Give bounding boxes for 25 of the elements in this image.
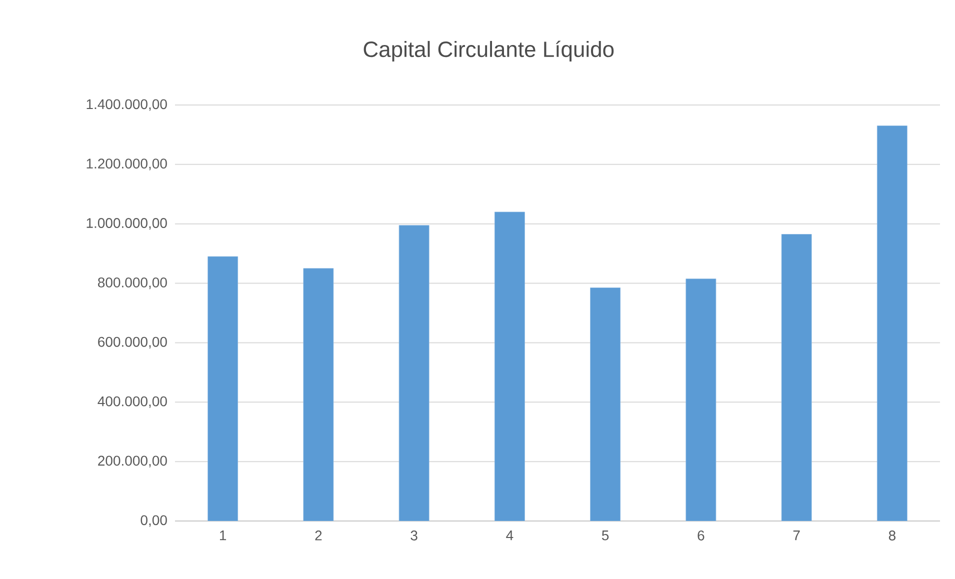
- x-tick-label: 8: [888, 530, 896, 540]
- y-tick-label: 1.000.000,00: [86, 218, 167, 230]
- y-tick-label: 1.400.000,00: [86, 99, 167, 111]
- x-tick-label: 2: [315, 530, 322, 540]
- x-tick-label: 6: [698, 530, 704, 540]
- x-tick-label: 7: [793, 530, 800, 540]
- x-tick-label: 3: [410, 530, 418, 540]
- bar: [876, 126, 908, 521]
- y-tick-label: 0,00: [140, 515, 167, 527]
- y-tick-label: 1.200.000,00: [86, 158, 167, 170]
- bar: [686, 278, 716, 521]
- bar: [781, 234, 812, 521]
- chart-title: Capital Circulante Líquido: [364, 40, 614, 62]
- y-tick-label: 800.000,00: [98, 277, 167, 290]
- y-tick-label: 400.000,00: [98, 396, 167, 408]
- y-tick-label: 200.000,00: [98, 456, 167, 468]
- bar: [590, 288, 621, 521]
- x-tick-label: 5: [602, 530, 609, 540]
- bar: [398, 225, 430, 521]
- bar: [494, 212, 525, 521]
- y-tick-label: 600.000,00: [98, 336, 167, 348]
- bar: [208, 256, 238, 521]
- x-tick-label: 4: [506, 530, 514, 540]
- bar: [303, 268, 334, 521]
- x-tick-label: 1: [220, 530, 226, 540]
